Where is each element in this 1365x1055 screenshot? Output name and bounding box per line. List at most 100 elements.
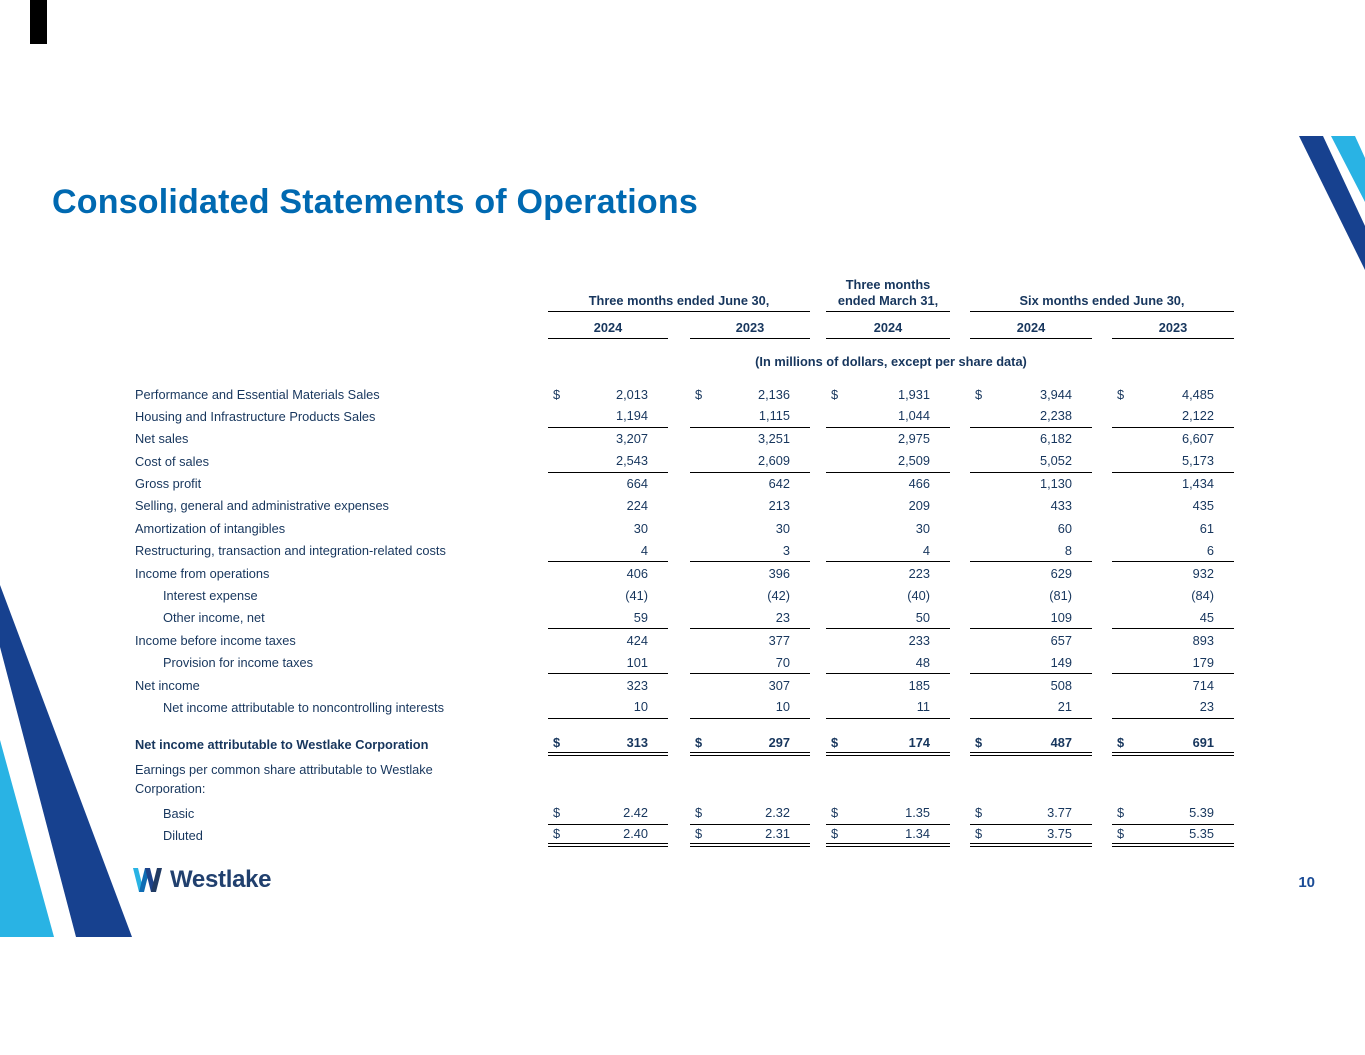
value-cell: 377 [690,629,810,651]
value-cell: 2,238 [970,405,1092,428]
dollar-sign: $ [975,386,983,402]
value: 10 [633,699,648,715]
value-cell: 223 [826,562,950,584]
row-label-text: Net income [135,677,200,693]
value-cell: $1,931 [826,383,950,405]
value-cell: (81) [970,585,1092,607]
value: 1.34 [905,826,930,842]
value-cell: 10 [690,696,810,719]
dollar-sign: $ [1117,805,1125,821]
row-label: Cost of sales [135,450,548,472]
value-cell: 5,052 [970,450,1092,473]
value-cell: $5.39 [1112,802,1234,825]
table-row: Amortization of intangibles 30 30 30 60 61 [135,517,1234,539]
value-cell: 61 [1112,517,1234,539]
row-label: Interest expense [135,585,548,607]
value-cell: 3 [690,540,810,563]
value: 435 [1192,498,1214,514]
value-cell: 11 [826,696,950,719]
value-cell: $2.42 [548,802,668,825]
value: 2,609 [757,453,790,469]
value: 1,931 [897,386,930,402]
column-group-label: Six months ended June 30, [970,268,1234,312]
value-cell: $1.35 [826,802,950,825]
row-label-text: Income from operations [135,565,270,581]
value: 149 [1050,654,1072,670]
value-cell: (40) [826,585,950,607]
row-label-text: Basic [163,805,195,821]
row-label: Earnings per common share attributable t… [135,756,548,802]
value: 179 [1192,654,1214,670]
value: 70 [775,654,790,670]
value: (81) [1049,588,1072,604]
dollar-sign: $ [553,735,561,751]
value: 60 [1057,520,1072,536]
value-cell: 433 [970,495,1092,517]
value-cell: $2.31 [690,825,810,848]
value: 3.75 [1047,826,1072,842]
value-cell: $313 [548,734,668,757]
value: 61 [1199,520,1214,536]
value: 4 [922,542,930,558]
value-cell: $2.32 [690,802,810,825]
value-cell: 48 [826,652,950,675]
value-cell: 101 [548,652,668,675]
row-label-text: Net sales [135,431,189,447]
value: 101 [626,654,648,670]
value: 2,238 [1039,408,1072,424]
value: (84) [1191,588,1214,604]
value: (42) [767,588,790,604]
value: 45 [1199,609,1214,625]
value-cell: $487 [970,734,1092,757]
value-cell: 424 [548,629,668,651]
dollar-sign: $ [975,735,983,751]
value: 2,509 [897,453,930,469]
value-cell: 6 [1112,540,1234,563]
value-cell: 10 [548,696,668,719]
value: 109 [1050,609,1072,625]
value-cell: 8 [970,540,1092,563]
row-label-text: Amortization of intangibles [135,520,286,536]
table-row: Net income attributable to noncontrollin… [135,696,1234,719]
value: 6,182 [1039,431,1072,447]
year-header: 2024 [548,312,668,339]
value-cell: 1,044 [826,405,950,428]
row-label-text: Net income attributable to Westlake Corp… [135,737,429,753]
dollar-sign: $ [1117,826,1125,842]
dollar-sign: $ [553,805,561,821]
value: 424 [626,632,648,648]
table-row: Cost of sales 2,543 2,609 2,509 5,052 5,173 [135,450,1234,473]
table-row: Selling, general and administrative expe… [135,495,1234,517]
row-label: Restructuring, transaction and integrati… [135,540,548,562]
value: 3 [782,542,790,558]
value-cell: 179 [1112,652,1234,675]
value: 1,130 [1039,476,1072,492]
dollar-sign: $ [831,805,839,821]
value: 2.32 [765,805,790,821]
value-cell: 508 [970,674,1092,696]
value: 4 [640,542,648,558]
value: 4,485 [1181,386,1214,402]
value: 466 [908,476,930,492]
value-cell: 59 [548,607,668,630]
table-column-groups: Three months ended June 30, Three months … [135,268,1234,312]
value-cell: 4 [548,540,668,563]
value-cell: 323 [548,674,668,696]
table-year-headers: 2024 2023 2024 2024 2023 [135,312,1234,339]
value: 893 [1192,632,1214,648]
value-cell: 209 [826,495,950,517]
value-cell: 466 [826,473,950,495]
value: 377 [768,632,790,648]
value: 1,044 [897,408,930,424]
page-title: Consolidated Statements of Operations [52,183,698,221]
row-label: Net income attributable to noncontrollin… [135,696,548,718]
value: (41) [625,588,648,604]
value-cell: 629 [970,562,1092,584]
table-row: Net sales 3,207 3,251 2,975 6,182 6,607 [135,428,1234,450]
dollar-sign: $ [553,826,561,842]
table-row: Other income, net 59 23 50 109 45 [135,607,1234,630]
row-label-text: Gross profit [135,476,202,492]
value: 2,136 [757,386,790,402]
value-cell: (41) [548,585,668,607]
value: 5,173 [1181,453,1214,469]
